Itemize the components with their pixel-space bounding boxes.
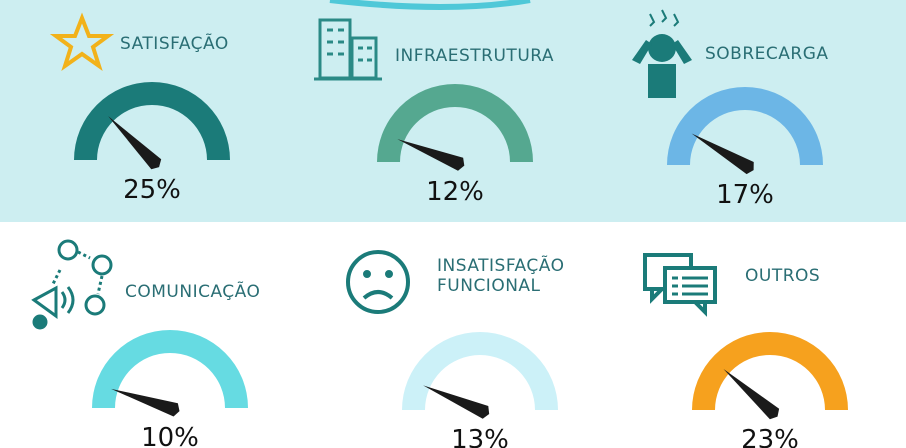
gauge-track — [667, 87, 823, 165]
gauge-track — [74, 82, 230, 160]
gauge-needle — [723, 368, 780, 420]
gauge-needle — [111, 388, 180, 417]
gauge-track — [377, 84, 533, 162]
stress-icon — [632, 9, 692, 98]
top-band — [0, 0, 906, 222]
gauge-title: INSATISFAÇÃO FUNCIONAL — [437, 256, 565, 296]
building-icon — [314, 18, 382, 81]
communication-icon — [31, 239, 113, 330]
chat-icon — [643, 253, 717, 317]
gauge-title: COMUNICAÇÃO — [125, 282, 261, 302]
value-label: 13% — [451, 425, 509, 448]
top-decoration — [329, 0, 531, 10]
gauge-needle — [691, 133, 754, 175]
gauge-track — [692, 332, 848, 410]
value-label: 10% — [141, 423, 199, 448]
gauge-needle — [397, 139, 465, 171]
gauge-needle — [423, 385, 490, 419]
gauge-title: SATISFAÇÃO — [120, 34, 229, 54]
star-icon — [49, 12, 115, 72]
value-label: 25% — [123, 175, 181, 205]
value-label: 17% — [716, 180, 774, 210]
value-label: 23% — [741, 425, 799, 448]
value-label: 12% — [426, 177, 484, 207]
gauge-title: OUTROS — [745, 266, 821, 286]
gauge-track — [92, 330, 248, 408]
sad-face-icon — [346, 250, 410, 314]
gauge-title: SOBRECARGA — [705, 44, 829, 64]
gauge-needle — [108, 116, 162, 170]
gauge-title: INFRAESTRUTURA — [395, 46, 555, 66]
gauge-track — [402, 332, 558, 410]
